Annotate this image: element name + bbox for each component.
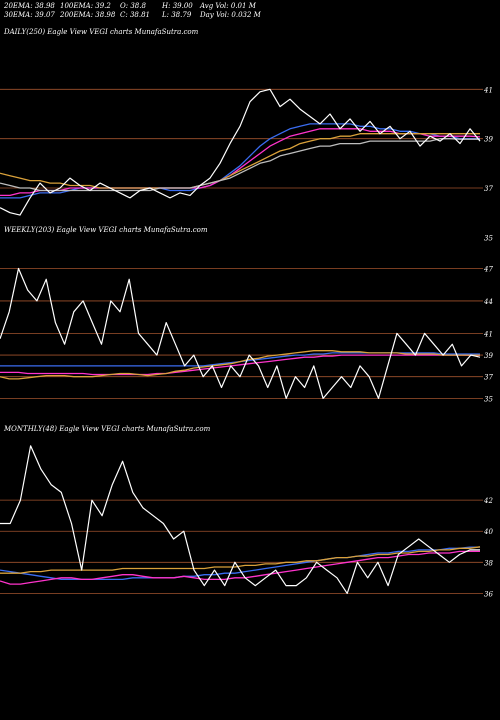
weekly-y-tick-label: 37 [484, 374, 493, 382]
daily-y-tick-label: 41 [483, 86, 493, 94]
daily-ema-line-1 [0, 123, 480, 199]
daily-ema-line-4 [0, 138, 480, 192]
monthly-ema-line-2 [0, 550, 480, 585]
weekly-price-line [0, 267, 481, 399]
header-low: L: 38.79 [162, 11, 192, 19]
header-avg-vol: Avg Vol: 0.01 M [200, 2, 256, 10]
weekly-ema-line-2 [0, 354, 480, 376]
weekly-y-tick-label: 44 [483, 298, 493, 306]
header-ema200: 200EMA: 38.98 [60, 11, 116, 19]
monthly-price-line [0, 445, 480, 595]
monthly-panel-title: MONTHLY(48) Eagle View VEGI charts Munaf… [4, 425, 211, 433]
daily-y-tick-label: 37 [484, 185, 493, 193]
header-close: C: 38.81 [120, 11, 150, 19]
daily-panel-title: DAILY(250) Eagle View VEGI charts Munafa… [4, 28, 199, 36]
monthly-y-tick-label: 36 [484, 590, 493, 598]
header-ema100: 100EMA: 39.2 [60, 2, 111, 10]
monthly-y-tick-label: 42 [483, 497, 493, 505]
header-ema30: 30EMA: 39.07 [4, 11, 55, 19]
monthly-y-tick-label: 40 [483, 528, 493, 536]
daily-price-line [0, 88, 481, 216]
header-high: H: 39.00 [162, 2, 193, 10]
weekly-y-tick-label: 41 [483, 330, 493, 338]
weekly-ema-line-3 [0, 350, 480, 380]
monthly-y-tick-label: 38 [484, 559, 493, 567]
weekly-y-tick-label: 35 [484, 395, 493, 403]
header-open: O: 38.8 [120, 2, 146, 10]
header-day-vol: Day Vol: 0.032 M [200, 11, 261, 19]
monthly-ema-line-1 [0, 546, 480, 581]
weekly-panel-title: WEEKLY(203) Eagle View VEGI charts Munaf… [4, 226, 208, 234]
header-ema20: 20EMA: 38.98 [4, 2, 55, 10]
daily-y-tick-label: 35 [484, 234, 493, 242]
weekly-y-tick-label: 47 [483, 265, 493, 273]
daily-y-tick-label: 39 [484, 136, 493, 144]
weekly-y-tick-label: 39 [484, 352, 493, 360]
